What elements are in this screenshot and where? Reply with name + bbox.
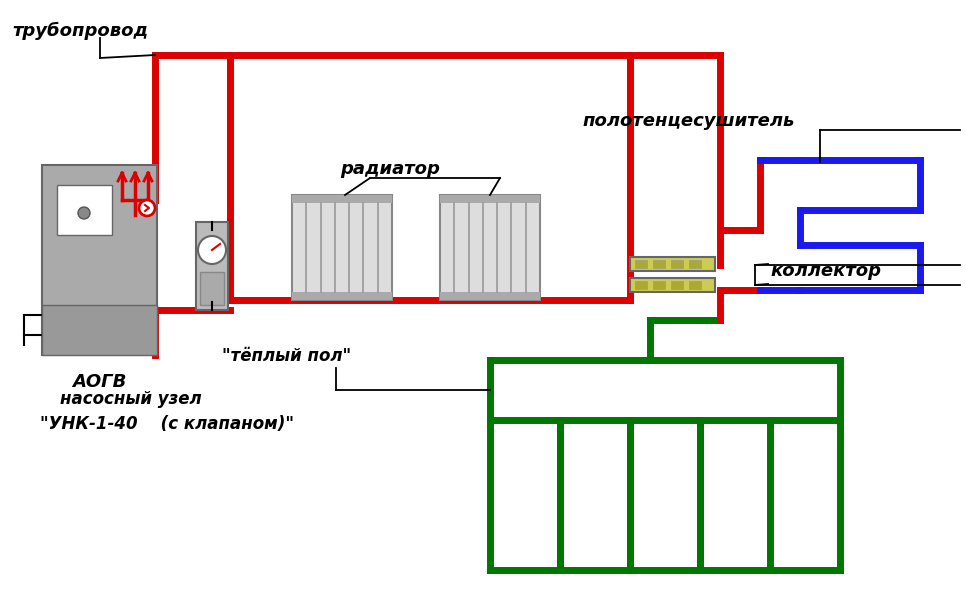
Bar (440, 195, 540, 300)
Circle shape (139, 200, 155, 216)
Text: радиатор: радиатор (340, 160, 440, 178)
Bar (635, 260, 647, 268)
Text: трубопровод: трубопровод (12, 22, 148, 40)
Bar (200, 272, 224, 305)
Bar (292, 292, 392, 300)
Bar (689, 260, 701, 268)
Text: "тёплый пол": "тёплый пол" (222, 347, 351, 365)
Circle shape (198, 236, 226, 264)
Bar (42, 305, 157, 355)
Bar (653, 281, 665, 289)
Bar (671, 281, 683, 289)
Bar (689, 281, 701, 289)
Bar (440, 292, 540, 300)
Bar (42, 165, 157, 355)
Text: насосный узел: насосный узел (60, 390, 202, 408)
Bar (57, 185, 112, 235)
Bar (440, 195, 540, 203)
Bar (292, 195, 392, 203)
Bar (630, 257, 715, 271)
Text: коллектор: коллектор (770, 262, 881, 280)
Bar (196, 222, 228, 310)
Bar (292, 195, 392, 300)
Bar (630, 278, 715, 292)
Text: "УНК-1-40    (с клапаном)": "УНК-1-40 (с клапаном)" (40, 415, 294, 433)
Bar (653, 260, 665, 268)
Circle shape (78, 207, 90, 219)
Bar (671, 260, 683, 268)
Text: АОГВ: АОГВ (71, 373, 127, 391)
Bar (635, 281, 647, 289)
Text: полотенцесушитель: полотенцесушитель (582, 112, 794, 130)
